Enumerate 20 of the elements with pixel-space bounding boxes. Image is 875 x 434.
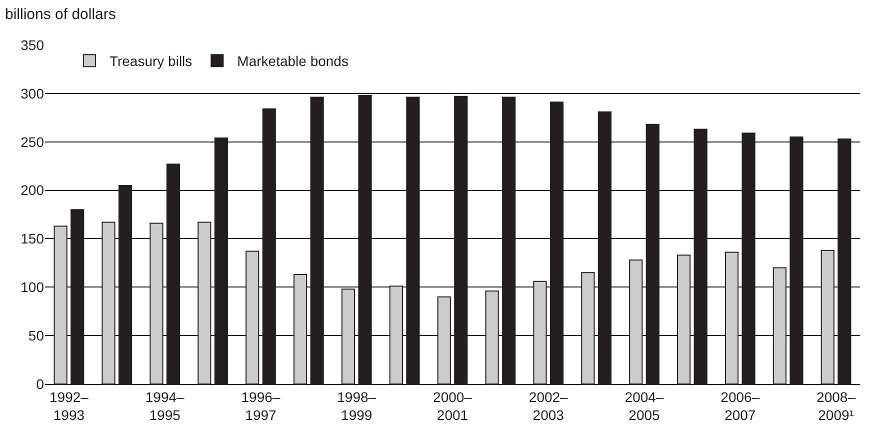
y-tick-label: 200 (20, 182, 44, 198)
legend-label: Marketable bonds (237, 53, 348, 70)
y-tick-label: 350 (20, 36, 44, 53)
x-tick-label: 1996–1997 (241, 388, 280, 423)
y-tick-label: 250 (20, 134, 44, 150)
x-tick-label: 2002–2003 (528, 388, 568, 423)
y-tick-label: 100 (20, 279, 44, 296)
x-tick-label: 1994–1995 (145, 388, 185, 423)
y-tick-label: 300 (20, 85, 44, 102)
x-tick-label: 2006–2007 (720, 388, 760, 423)
x-tick-label: 1998–1999 (337, 388, 376, 423)
x-tick-label: 1992–1993 (50, 388, 89, 423)
x-tick-label: 2008–2009¹ (816, 388, 856, 423)
y-axis-title: billions of dollars (5, 6, 116, 23)
y-tick-label: 150 (20, 230, 44, 247)
y-tick-label: 50 (28, 327, 44, 344)
x-tick-label: 2000–2001 (433, 388, 472, 423)
y-tick-label: 0 (36, 376, 44, 392)
legend-label: Treasury bills (109, 53, 192, 70)
x-tick-label: 2004–2005 (624, 388, 664, 423)
